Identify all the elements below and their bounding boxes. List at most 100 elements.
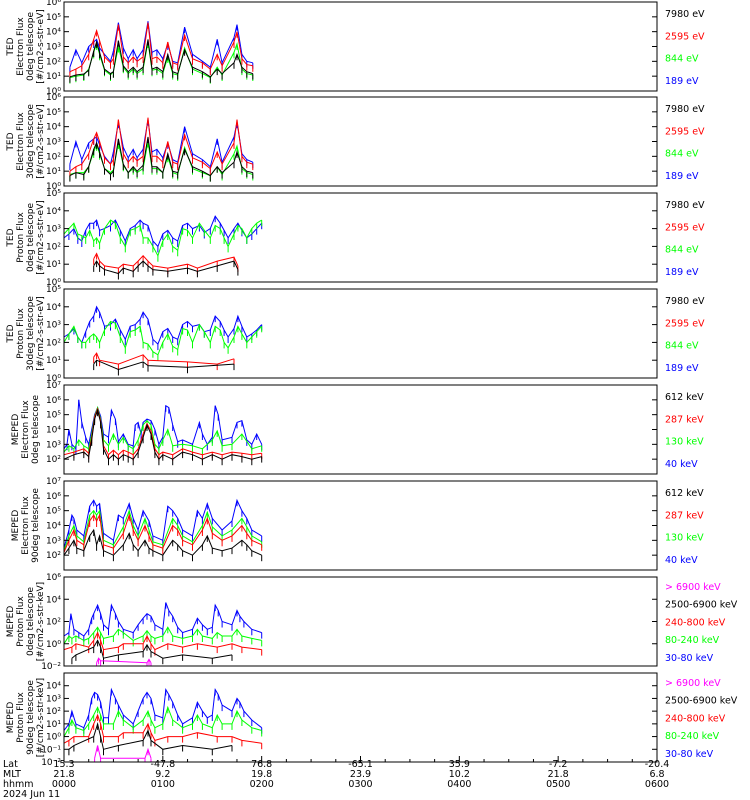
legend-entry: 130 keV	[665, 533, 704, 544]
y-tick-label: 10²	[46, 57, 61, 67]
x-row-value: 0200	[250, 779, 274, 790]
series-2595-ev	[69, 22, 254, 78]
legend-entry: 40 keV	[665, 459, 698, 470]
series-240-800-kev	[63, 713, 263, 750]
y-tick-label: 10⁴	[46, 28, 61, 38]
time-axis-rows: Lat 15.3 -47.8 76.8 -65.1 35.9 -7.2 -20.4 MLT 21.…	[3, 759, 669, 790]
panel-3: 10⁰ 10¹ 10² 10³ 10⁴ 10⁵ TED Proton Flux 0deg tel…	[6, 189, 705, 288]
x-row-value: 6.8	[649, 769, 664, 780]
x-row-value: -20.4	[645, 759, 670, 770]
y-axis-label: Electron Flux	[21, 400, 31, 459]
y-tick-label: 10⁴	[46, 595, 61, 605]
legend-entry: 2595 eV	[665, 318, 705, 329]
panel-6: 10² 10³ 10⁴ 10⁵ 10⁶ 10⁷ MEPED Electron Flux 90de…	[11, 477, 704, 571]
legend-entry: 7980 eV	[665, 104, 705, 115]
y-axis-label: [#/cm2-s-str-eV]	[36, 104, 46, 179]
y-axis-label: [#/cm2-s-str-eV]	[36, 9, 46, 84]
legend-entry: 844 eV	[665, 149, 699, 160]
y-tick-label: 10⁶	[46, 573, 61, 583]
series-line	[63, 407, 262, 456]
y-tick-label: 10⁶	[46, 396, 61, 406]
y-tick-label: 10³	[46, 43, 61, 53]
y-tick-label: 10¹	[46, 720, 61, 730]
panel-frame	[63, 384, 658, 475]
y-axis-label: 0deg telescope	[31, 395, 41, 465]
legend-entry: 80-240 keV	[665, 731, 720, 742]
series-287-kev	[63, 513, 263, 559]
y-tick-label: 10⁻¹	[41, 745, 61, 755]
panel-1: 10⁰ 10¹ 10² 10³ 10⁴ 10⁵ 10⁶ TED Electron Flux 0de…	[6, 0, 705, 97]
legend-entry: 287 keV	[665, 414, 704, 425]
series-line	[69, 117, 253, 172]
panel-frame	[63, 288, 658, 379]
legend-entry: 2595 eV	[665, 31, 705, 42]
y-tick-label: 10³	[46, 225, 61, 235]
series-2595-ev	[69, 117, 254, 178]
y-tick-label: 10³	[46, 536, 61, 546]
y-axis-label: [#/cm2-s-str-keV]	[36, 582, 46, 661]
series-2500-6900-kev	[68, 721, 233, 756]
series-80-240-kev	[63, 626, 263, 650]
series--6900-kev	[96, 657, 152, 666]
y-axis-label: Proton Flux	[16, 308, 26, 359]
legend-entry: 240-800 keV	[665, 713, 726, 724]
x-row-value: 0100	[151, 779, 175, 790]
legend-entry: 130 keV	[665, 437, 704, 448]
series-line	[63, 408, 262, 461]
series-7980-ev	[93, 260, 239, 280]
legend-entry: 844 eV	[665, 341, 699, 352]
panel-5: 10² 10³ 10⁴ 10⁵ 10⁶ 10⁷ MEPED Electron Flux 0deg…	[11, 381, 704, 475]
legend-entry: 189 eV	[665, 267, 699, 278]
legend-entry: 2500-6900 keV	[665, 600, 738, 611]
legend-entry: 2595 eV	[665, 222, 705, 233]
y-axis-label: Proton Flux	[16, 212, 26, 263]
series-line	[69, 39, 253, 78]
series-line	[68, 721, 233, 750]
legend-entry: 189 eV	[665, 76, 699, 87]
legend-entry: 7980 eV	[665, 296, 705, 307]
y-tick-label: 10⁴	[46, 522, 61, 532]
legend-entry: 80-240 keV	[665, 635, 720, 646]
x-row-value: 15.3	[53, 759, 74, 770]
series-line	[69, 136, 253, 177]
series-240-800-kev	[63, 631, 263, 656]
x-row-label: hhmm	[3, 779, 34, 790]
y-tick-label: 10⁵	[46, 285, 61, 295]
y-axis-label: Electron Flux	[21, 496, 31, 555]
x-row-label: Lat	[3, 759, 18, 770]
y-tick-label: 10⁴	[46, 207, 61, 217]
series-2500-6900-kev	[71, 639, 233, 665]
date-label: 2024 Jun 11	[3, 789, 60, 800]
y-axis-label: TED	[6, 37, 16, 56]
y-tick-label: 10²	[46, 152, 61, 162]
y-axis-label: MEPED	[11, 510, 21, 542]
x-row-value: 0500	[546, 779, 570, 790]
series-line	[63, 513, 262, 553]
legend-entry: 189 eV	[665, 363, 699, 374]
series-line	[69, 119, 253, 168]
y-tick-label: 10²	[46, 551, 61, 561]
legend-entry: 40 keV	[665, 555, 698, 566]
y-tick-label: 10⁰	[46, 733, 61, 743]
x-row-value: 21.8	[53, 769, 74, 780]
legend-entry: 612 keV	[665, 488, 704, 499]
y-axis-label: 30deg telescope	[26, 104, 36, 179]
y-axis-label: 0deg telescope	[26, 12, 36, 82]
y-axis-label: Proton Flux	[16, 596, 26, 647]
panel-frame	[63, 1, 658, 92]
x-row-value: 35.9	[449, 759, 470, 770]
y-tick-label: 10³	[46, 440, 61, 450]
series-7980-ev	[69, 136, 254, 182]
x-row-value: 23.9	[350, 769, 371, 780]
y-tick-label: 10⁴	[46, 682, 61, 692]
y-tick-label: 10¹	[46, 72, 61, 82]
y-tick-label: 10⁵	[46, 507, 61, 517]
legend-entry: 2500-6900 keV	[665, 696, 738, 707]
panel-frame	[63, 672, 658, 763]
y-tick-label: 10⁴	[46, 123, 61, 133]
y-tick-label: 10¹	[46, 356, 61, 366]
series-7980-ev	[69, 39, 254, 83]
y-axis-label: MEPED	[11, 414, 21, 446]
time-axis-ticks	[63, 756, 658, 762]
